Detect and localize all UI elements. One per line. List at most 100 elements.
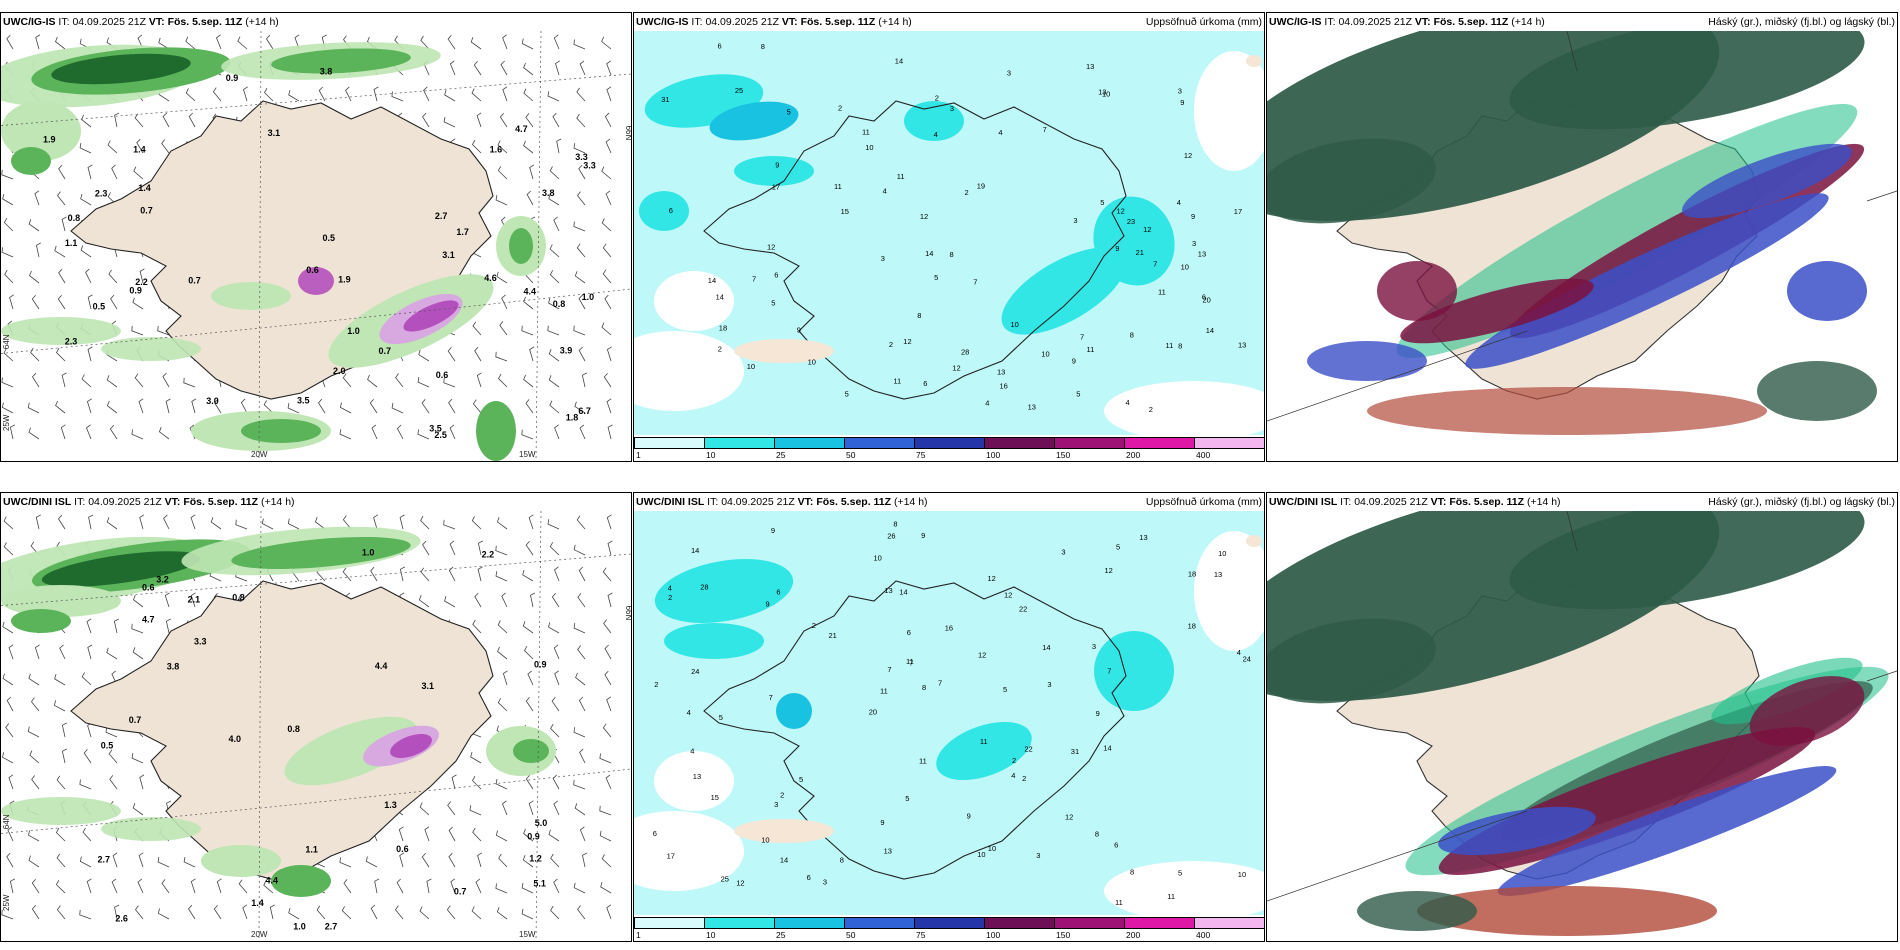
wind-barb <box>421 852 430 868</box>
wind-barb <box>497 166 508 180</box>
wind-barb <box>131 429 144 440</box>
wind-barb <box>108 269 118 284</box>
value-label: 10 <box>977 850 985 859</box>
value-label: 18 <box>1188 621 1196 630</box>
cloud-map <box>1267 511 1897 941</box>
value-label: 7 <box>909 658 913 667</box>
wind-north-band <box>1 42 441 175</box>
precip-land-patches <box>734 55 1262 363</box>
wind-barb <box>111 164 118 180</box>
value-label: 11 <box>834 182 842 191</box>
wind-barb <box>157 908 170 920</box>
field-blob <box>403 300 459 332</box>
wind-barb <box>3 542 14 556</box>
wind-barb <box>263 880 274 894</box>
wind-barb <box>576 113 586 128</box>
value-label: 31 <box>1071 747 1079 756</box>
wind-barb <box>449 60 456 76</box>
wind-barb <box>139 774 145 790</box>
wind-barb <box>444 89 456 102</box>
wind-barb <box>86 424 92 440</box>
value-label: 9 <box>967 812 971 821</box>
value-label: 8 <box>1095 829 1099 838</box>
meridian-15w <box>535 31 542 461</box>
field-blob <box>513 739 549 763</box>
wind-barb <box>8 774 14 790</box>
wind-barb <box>523 62 534 76</box>
field-blob <box>271 865 331 897</box>
wind-barb <box>419 802 430 816</box>
field-blob <box>284 716 418 786</box>
wind-barb <box>57 514 66 530</box>
value-label: 4.7 <box>142 615 155 625</box>
wind-barb <box>547 325 560 336</box>
value-label: 3 <box>1073 216 1077 225</box>
field-blob <box>41 551 201 587</box>
wind-barb <box>553 800 560 816</box>
value-label: 10 <box>1041 350 1049 359</box>
value-label: 10 <box>865 143 873 152</box>
wind-barb <box>185 88 196 102</box>
colorbar-tick-label: 10 <box>706 450 716 460</box>
field-blob <box>271 48 411 74</box>
wind-barb <box>529 346 535 362</box>
value-label: 23 <box>1127 217 1135 226</box>
field-blob <box>298 267 334 295</box>
wind-barb <box>549 270 560 284</box>
value-label: 2 <box>1022 774 1026 783</box>
wind-barb <box>190 878 196 894</box>
wind-barb <box>552 774 560 790</box>
value-label: 12 <box>1004 590 1012 599</box>
wind-barb <box>472 321 482 336</box>
wind-barb <box>600 881 612 894</box>
wind-barb <box>422 112 430 128</box>
wind-barb <box>523 374 534 388</box>
wind-barb <box>497 620 508 634</box>
field-blob <box>231 536 411 570</box>
value-label: 3.2 <box>156 575 169 585</box>
lat-label-64n: 64N <box>2 334 11 349</box>
value-label: 1.9 <box>43 134 56 144</box>
wind-barb <box>525 113 534 128</box>
value-label: 5 <box>1076 389 1080 398</box>
value-label: 2.3 <box>65 336 78 346</box>
wind-barb <box>602 723 612 738</box>
wind-barb <box>87 294 93 310</box>
value-label: 3.5 <box>429 423 442 433</box>
wind-barb <box>31 878 40 894</box>
precip-value-labels: 5241820222513161521171014123128262422181… <box>667 531 1251 883</box>
wind-barb <box>444 595 456 608</box>
wind-barb <box>34 644 40 660</box>
wind-barb <box>551 592 560 608</box>
precip-dry-areas <box>634 51 1264 435</box>
value-label: 4 <box>1237 648 1241 657</box>
wind-barb <box>106 517 118 530</box>
colorbar-swatch <box>634 437 705 449</box>
field-blob <box>101 337 201 361</box>
field-blob <box>1001 247 1127 335</box>
field-blob <box>509 228 533 264</box>
value-label: 3 <box>1047 680 1051 689</box>
wind-barb <box>395 373 404 388</box>
value-label: 11 <box>893 377 901 386</box>
field-blob <box>241 419 321 443</box>
value-label: 24 <box>691 667 699 676</box>
value-label: 13 <box>1139 533 1147 542</box>
value-label: 2 <box>965 188 969 197</box>
wind-barb <box>417 429 430 440</box>
value-label: 7 <box>1043 125 1047 134</box>
wind-barb <box>502 800 508 816</box>
wind-barb <box>420 567 430 582</box>
colorbar-swatch <box>1194 917 1264 929</box>
wind-barb <box>496 271 508 284</box>
field-blob <box>1194 51 1264 171</box>
wind-barb <box>525 774 534 790</box>
wind-barb <box>57 294 66 310</box>
value-label: 17 <box>667 852 675 861</box>
wind-barb <box>58 164 66 180</box>
wind-barb <box>607 540 613 556</box>
value-label: 6 <box>718 42 722 51</box>
value-label: 6 <box>1114 840 1118 849</box>
value-label: 1.1 <box>65 238 78 248</box>
wind-barb <box>365 856 378 868</box>
